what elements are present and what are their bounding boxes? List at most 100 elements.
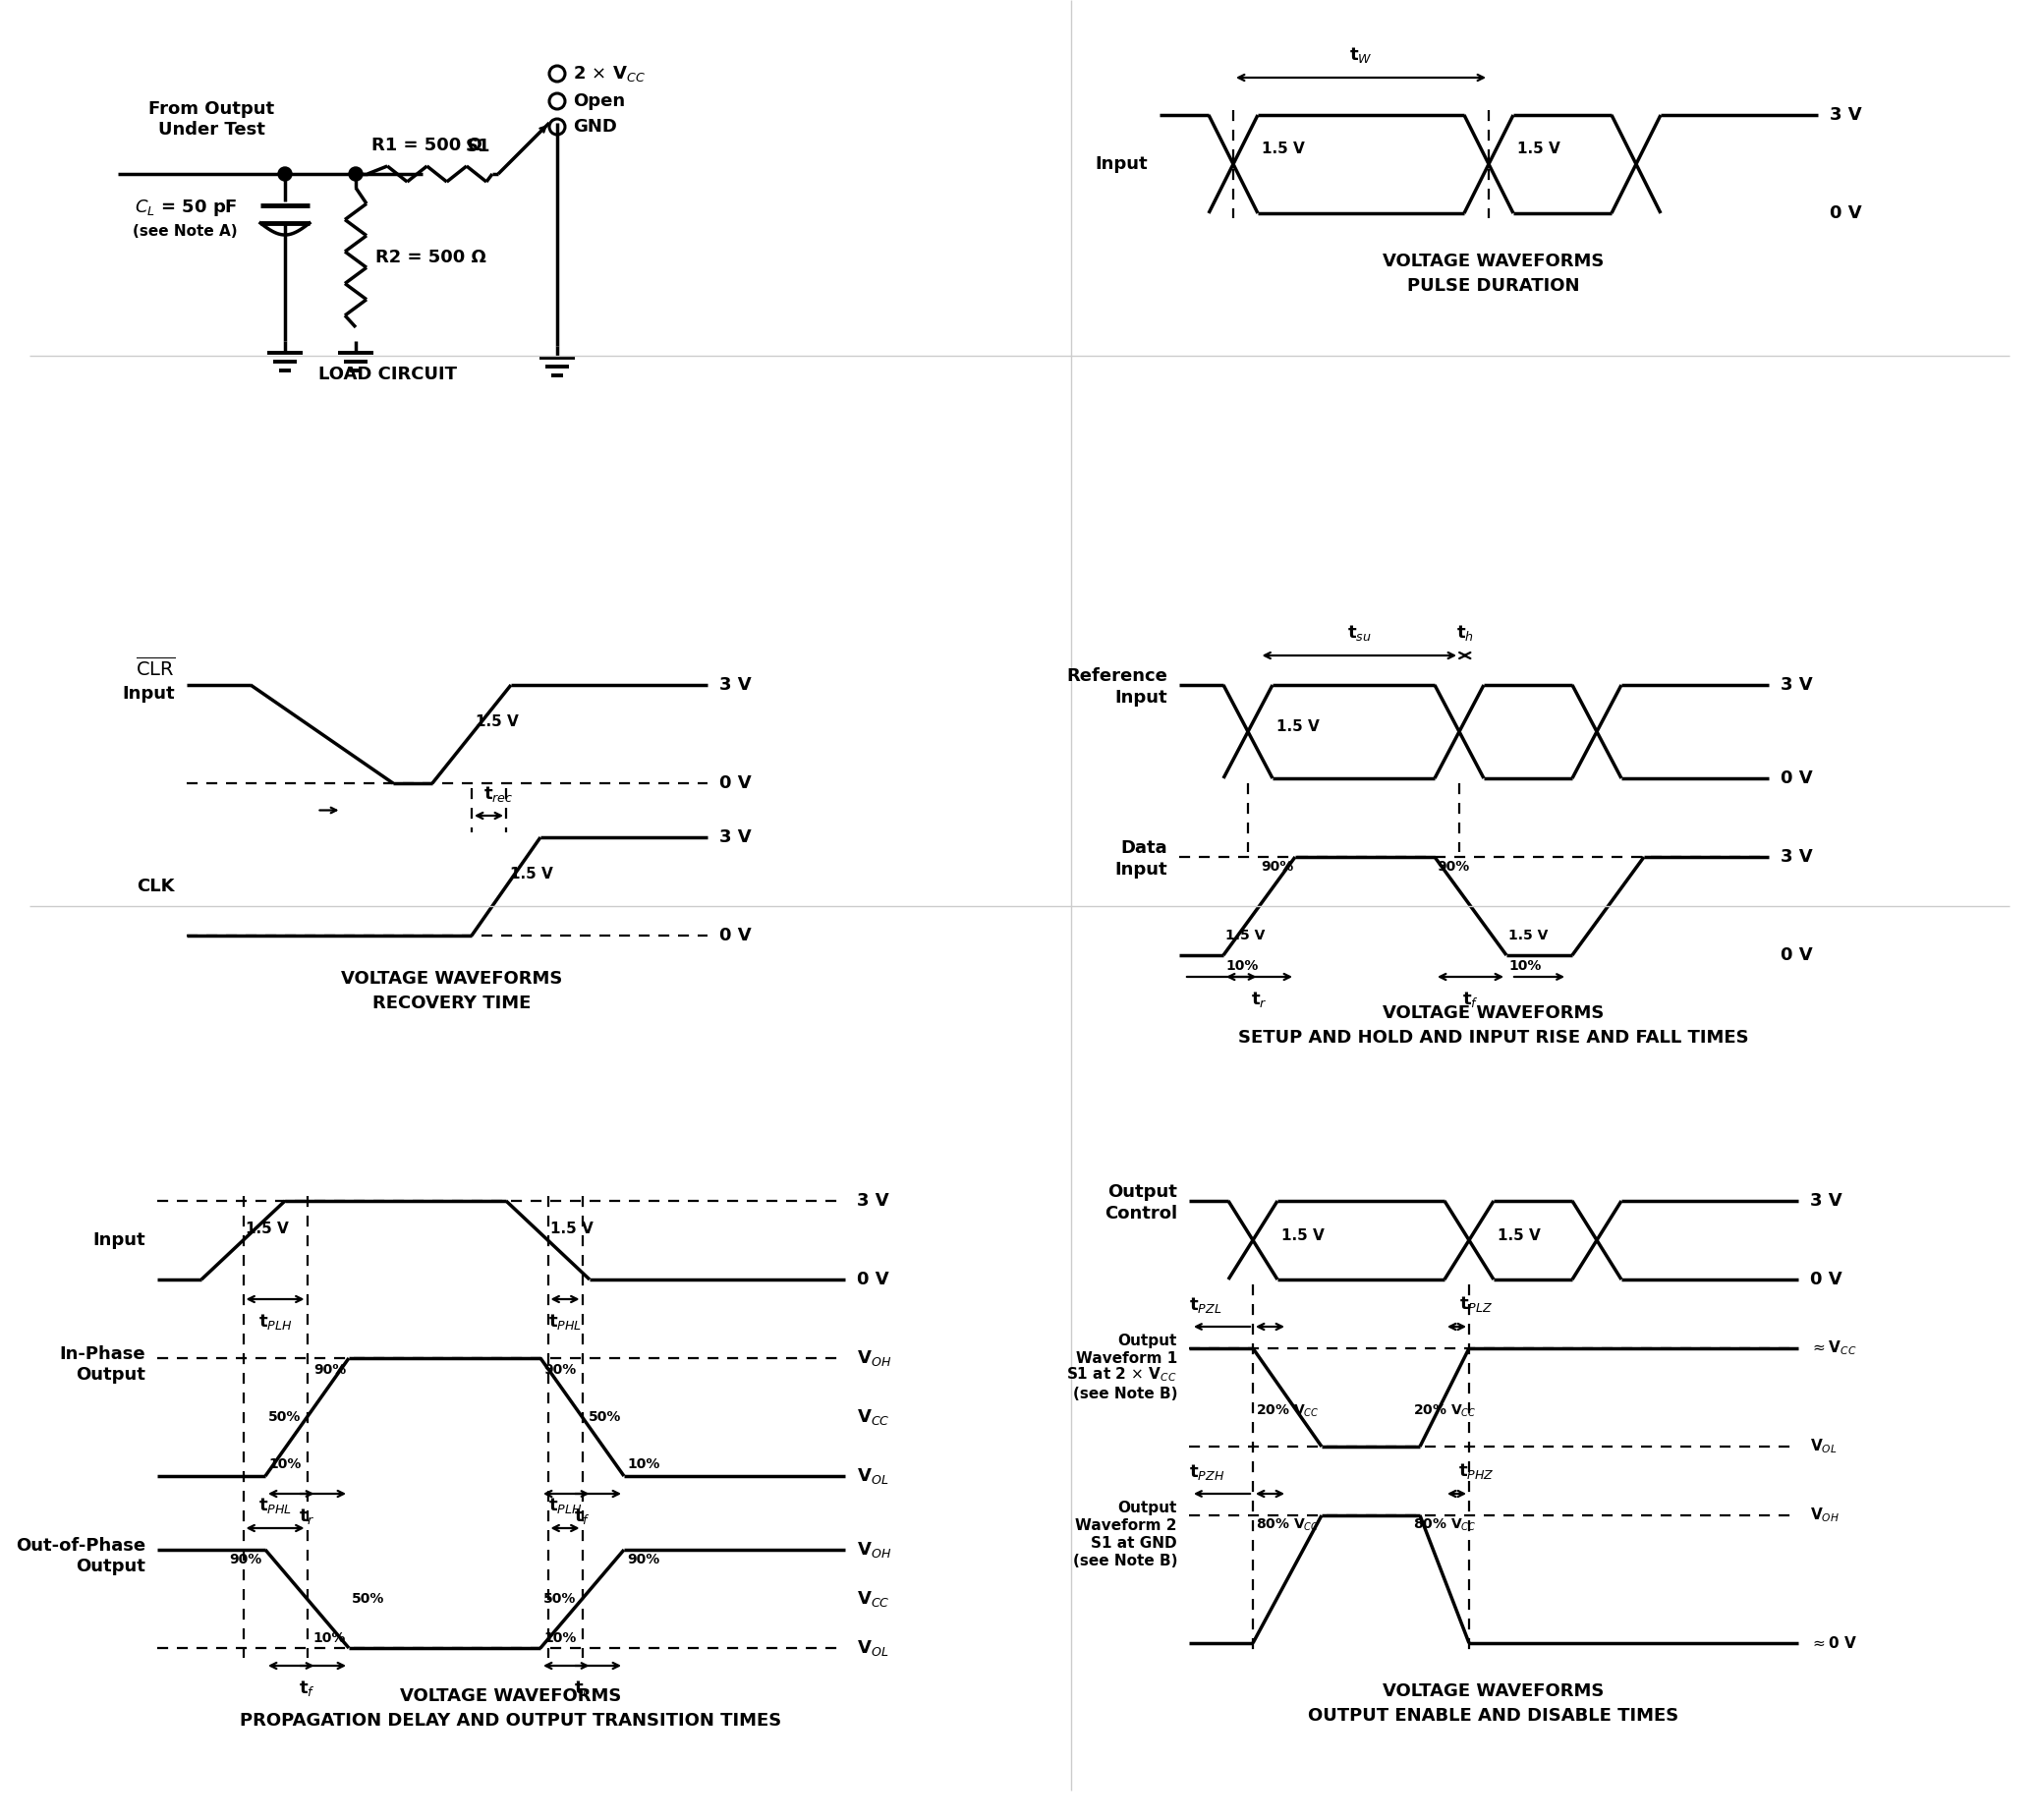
- Text: 90%: 90%: [230, 1552, 263, 1567]
- Text: t$_f$: t$_f$: [300, 1678, 316, 1698]
- Text: 0 V: 0 V: [1829, 204, 1862, 222]
- Text: 1.5 V: 1.5 V: [1280, 1229, 1325, 1243]
- Text: VOLTAGE WAVEFORMS: VOLTAGE WAVEFORMS: [341, 970, 563, 988]
- Text: 50%: 50%: [269, 1410, 302, 1423]
- Text: t$_f$: t$_f$: [1462, 990, 1478, 1010]
- Text: 1.5 V: 1.5 V: [510, 866, 553, 881]
- Text: $C_L$ = 50 pF: $C_L$ = 50 pF: [135, 198, 239, 218]
- Text: Waveform 1: Waveform 1: [1077, 1350, 1177, 1367]
- Circle shape: [277, 167, 292, 180]
- Text: PULSE DURATION: PULSE DURATION: [1407, 277, 1580, 295]
- Text: 3 V: 3 V: [720, 828, 750, 846]
- Text: 90%: 90%: [1260, 859, 1293, 874]
- Text: V$_{OH}$: V$_{OH}$: [856, 1540, 891, 1560]
- Text: t$_f$: t$_f$: [573, 1507, 591, 1527]
- Text: From Output
Under Test: From Output Under Test: [149, 100, 273, 138]
- Text: RECOVERY TIME: RECOVERY TIME: [373, 994, 532, 1012]
- Text: 50%: 50%: [544, 1592, 577, 1605]
- Text: Waveform 2: Waveform 2: [1075, 1518, 1177, 1532]
- Text: 1.5 V: 1.5 V: [1509, 928, 1548, 943]
- Text: 1.5 V: 1.5 V: [247, 1221, 290, 1236]
- Text: V$_{CC}$: V$_{CC}$: [856, 1407, 889, 1427]
- Text: 1.5 V: 1.5 V: [1262, 142, 1305, 157]
- Text: 1.5 V: 1.5 V: [1225, 928, 1264, 943]
- Text: 3 V: 3 V: [1829, 106, 1862, 124]
- Text: t$_{PHL}$: t$_{PHL}$: [259, 1496, 292, 1516]
- Text: GND: GND: [573, 118, 618, 136]
- Text: 50%: 50%: [587, 1410, 622, 1423]
- Text: 10%: 10%: [1225, 959, 1258, 974]
- Text: 0 V: 0 V: [1780, 770, 1813, 788]
- Text: (see Note B): (see Note B): [1073, 1554, 1177, 1569]
- Text: Input: Input: [1115, 690, 1168, 706]
- Text: CLK: CLK: [137, 877, 175, 895]
- Text: 0 V: 0 V: [1811, 1270, 1841, 1289]
- Text: 0 V: 0 V: [856, 1270, 889, 1289]
- Text: 3 V: 3 V: [720, 675, 750, 693]
- Text: Reference: Reference: [1066, 668, 1168, 684]
- Text: Open: Open: [573, 93, 626, 109]
- Text: 1.5 V: 1.5 V: [551, 1221, 593, 1236]
- Text: 90%: 90%: [314, 1363, 347, 1376]
- Text: In-Phase: In-Phase: [59, 1345, 145, 1363]
- Text: Output: Output: [1117, 1334, 1177, 1349]
- Text: PROPAGATION DELAY AND OUTPUT TRANSITION TIMES: PROPAGATION DELAY AND OUTPUT TRANSITION …: [241, 1713, 781, 1729]
- Text: S1 at GND: S1 at GND: [1091, 1536, 1177, 1551]
- Text: 3 V: 3 V: [856, 1192, 889, 1210]
- Text: t$_{PZL}$: t$_{PZL}$: [1189, 1296, 1221, 1314]
- Text: LOAD CIRCUIT: LOAD CIRCUIT: [318, 366, 457, 384]
- Text: 1.5 V: 1.5 V: [475, 715, 518, 730]
- Text: 3 V: 3 V: [1811, 1192, 1841, 1210]
- Text: VOLTAGE WAVEFORMS: VOLTAGE WAVEFORMS: [1382, 1005, 1605, 1023]
- Text: (see Note A): (see Note A): [133, 224, 239, 238]
- Text: 80% V$_{CC}$: 80% V$_{CC}$: [1256, 1516, 1319, 1532]
- Text: t$_{PLH}$: t$_{PLH}$: [548, 1496, 581, 1516]
- Text: (see Note B): (see Note B): [1073, 1387, 1177, 1401]
- Text: VOLTAGE WAVEFORMS: VOLTAGE WAVEFORMS: [1382, 1682, 1605, 1700]
- Text: t$_r$: t$_r$: [1252, 990, 1268, 1010]
- Text: VOLTAGE WAVEFORMS: VOLTAGE WAVEFORMS: [1382, 253, 1605, 269]
- Text: V$_{OH}$: V$_{OH}$: [856, 1349, 891, 1369]
- Circle shape: [349, 167, 363, 180]
- Text: 1.5 V: 1.5 V: [1497, 1229, 1541, 1243]
- Text: 20% V$_{CC}$: 20% V$_{CC}$: [1413, 1403, 1476, 1420]
- Text: Input: Input: [122, 684, 175, 703]
- Text: Output: Output: [75, 1558, 145, 1576]
- Text: 10%: 10%: [1509, 959, 1541, 974]
- Text: V$_{OL}$: V$_{OL}$: [1811, 1438, 1837, 1456]
- Text: Data: Data: [1121, 839, 1168, 857]
- Text: 10%: 10%: [626, 1458, 661, 1471]
- Text: 1.5 V: 1.5 V: [1517, 142, 1560, 157]
- Text: 0 V: 0 V: [1780, 946, 1813, 965]
- Text: 90%: 90%: [544, 1363, 577, 1376]
- Text: t$_r$: t$_r$: [575, 1678, 591, 1698]
- Text: Output: Output: [1117, 1501, 1177, 1516]
- Text: t$_{PLZ}$: t$_{PLZ}$: [1460, 1294, 1493, 1314]
- Text: S1: S1: [465, 138, 489, 155]
- Text: 10%: 10%: [269, 1458, 302, 1471]
- Text: 20% V$_{CC}$: 20% V$_{CC}$: [1256, 1403, 1319, 1420]
- Text: VOLTAGE WAVEFORMS: VOLTAGE WAVEFORMS: [400, 1687, 622, 1705]
- Text: 1.5 V: 1.5 V: [1276, 719, 1319, 733]
- Text: R2 = 500 Ω: R2 = 500 Ω: [375, 249, 485, 266]
- Text: V$_{OL}$: V$_{OL}$: [856, 1467, 889, 1485]
- Text: 3 V: 3 V: [1780, 848, 1813, 866]
- Text: V$_{OH}$: V$_{OH}$: [1811, 1507, 1839, 1525]
- Text: Input: Input: [1115, 861, 1168, 879]
- Text: 80% V$_{CC}$: 80% V$_{CC}$: [1413, 1516, 1476, 1532]
- Text: 0 V: 0 V: [720, 926, 750, 945]
- Text: $\overline{\rm CLR}$: $\overline{\rm CLR}$: [135, 657, 175, 681]
- Text: t$_{PZH}$: t$_{PZH}$: [1189, 1461, 1225, 1481]
- Text: 10%: 10%: [314, 1631, 347, 1645]
- Text: 0 V: 0 V: [720, 774, 750, 792]
- Text: Control: Control: [1105, 1205, 1177, 1223]
- Text: Out-of-Phase: Out-of-Phase: [16, 1536, 145, 1554]
- Text: 90%: 90%: [626, 1552, 659, 1567]
- Text: $\approx$V$_{CC}$: $\approx$V$_{CC}$: [1811, 1340, 1858, 1358]
- Text: t$_{rec}$: t$_{rec}$: [483, 784, 514, 804]
- Text: $\approx$0 V: $\approx$0 V: [1811, 1634, 1858, 1651]
- Text: Input: Input: [92, 1232, 145, 1249]
- Text: Output: Output: [1107, 1183, 1177, 1201]
- Text: 90%: 90%: [1437, 859, 1470, 874]
- Text: t$_{su}$: t$_{su}$: [1348, 622, 1372, 642]
